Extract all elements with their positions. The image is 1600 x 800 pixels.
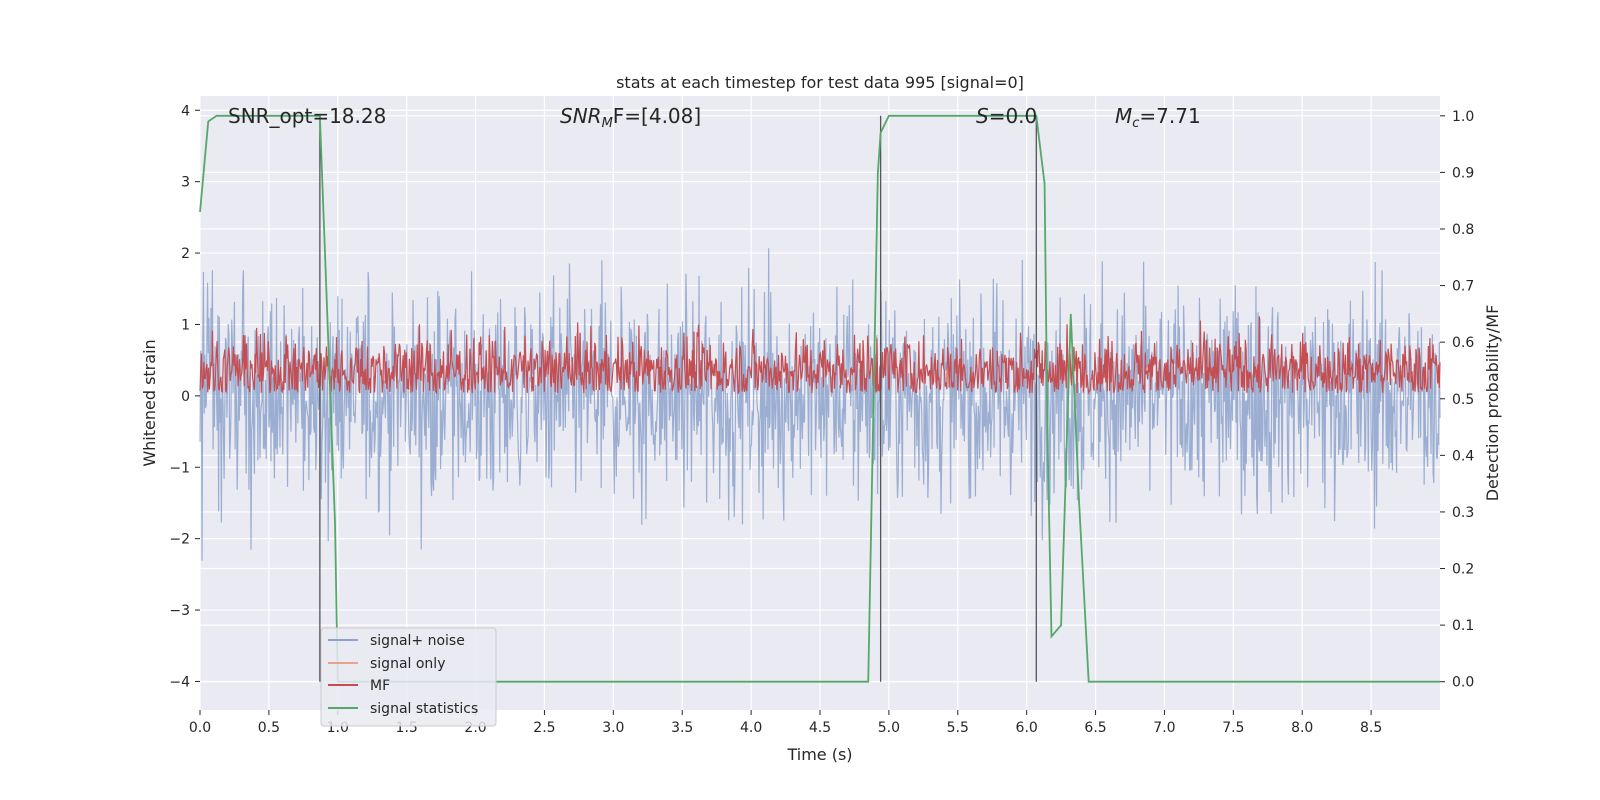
y-tick-label: 3 [181,175,190,191]
x-tick-label: 7.5 [1222,720,1244,736]
y-tick-label: −1 [169,460,190,476]
y-right-axis-label: Detection probability/MF [1483,305,1502,502]
x-tick-labels: 0.0 0.5 1.0 1.5 2.0 2.5 3.0 3.5 4.0 4.5 5.0 5.5 6.0 6… [189,710,1382,736]
x-tick-label: 5.0 [878,720,900,736]
y-tick-label: 2 [181,246,190,262]
x-axis-label: Time (s) [786,745,852,764]
y-right-tick-label: 0.0 [1452,675,1474,691]
mf-series [199,316,1441,395]
snr-mf-annotation: SNRMF=[4.08] [560,104,701,131]
x-tick-label: 3.0 [602,720,624,736]
y-right-tick-label: 0.4 [1452,448,1474,464]
y-right-tick-label: 0.7 [1452,279,1474,295]
x-tick-label: 0.0 [189,720,211,736]
x-tick-label: 8.0 [1291,720,1313,736]
x-tick-label: 4.0 [740,720,762,736]
y-right-tick-label: 0.5 [1452,392,1474,408]
y-tick-label: −2 [169,532,190,548]
y-right-tick-label: 0.9 [1452,165,1474,181]
y-tick-label: 0 [181,389,190,405]
y-axis-label: Whitened strain [140,339,159,466]
y-tick-label: −3 [169,603,190,619]
legend-label-mf: MF [370,678,390,694]
x-tick-label: 3.5 [671,720,693,736]
x-tick-label: 2.5 [533,720,555,736]
x-tick-label: 5.5 [947,720,969,736]
y-tick-label: −4 [169,674,190,690]
snr-opt-annotation: SNR_opt=18.28 [228,104,386,128]
mf-line [199,316,1441,395]
x-tick-label: 4.5 [809,720,831,736]
x-tick-label: 6.0 [1016,720,1038,736]
y-right-tick-labels: 0.0 0.1 0.2 0.3 0.4 0.5 0.6 0.7 0.8 0.9 1.0 [1440,109,1474,691]
y-right-tick-label: 0.8 [1452,222,1474,238]
y-right-tick-label: 1.0 [1452,109,1474,125]
chart-title: stats at each timestep for test data 995… [616,73,1024,92]
legend-label-signal-only: signal only [370,656,445,672]
x-tick-label: 0.5 [258,720,280,736]
y-right-tick-label: 0.6 [1452,335,1474,351]
y-right-tick-label: 0.3 [1452,505,1474,521]
legend: signal+ noise signal only MF signal stat… [320,627,497,727]
x-tick-label: 8.5 [1360,720,1382,736]
signal-statistics-line [199,114,1440,683]
x-tick-label: 7.0 [1153,720,1175,736]
s-annotation: S=0.0 [976,104,1037,128]
signal-statistics-series [199,114,1440,683]
mc-annotation: Mc=7.71 [1115,104,1201,131]
y-tick-label: 4 [181,103,190,119]
y-right-tick-label: 0.1 [1452,618,1474,634]
legend-box [320,627,497,727]
legend-label-signal-statistics: signal statistics [370,701,478,717]
y-right-tick-label: 0.2 [1452,562,1474,578]
y-tick-label: 1 [181,317,190,333]
x-tick-label: 6.5 [1084,720,1106,736]
y-tick-labels: −4 −3 −2 −1 0 1 2 3 4 [169,103,200,690]
legend-label-noise: signal+ noise [370,633,465,649]
vertical-markers [319,115,1037,682]
